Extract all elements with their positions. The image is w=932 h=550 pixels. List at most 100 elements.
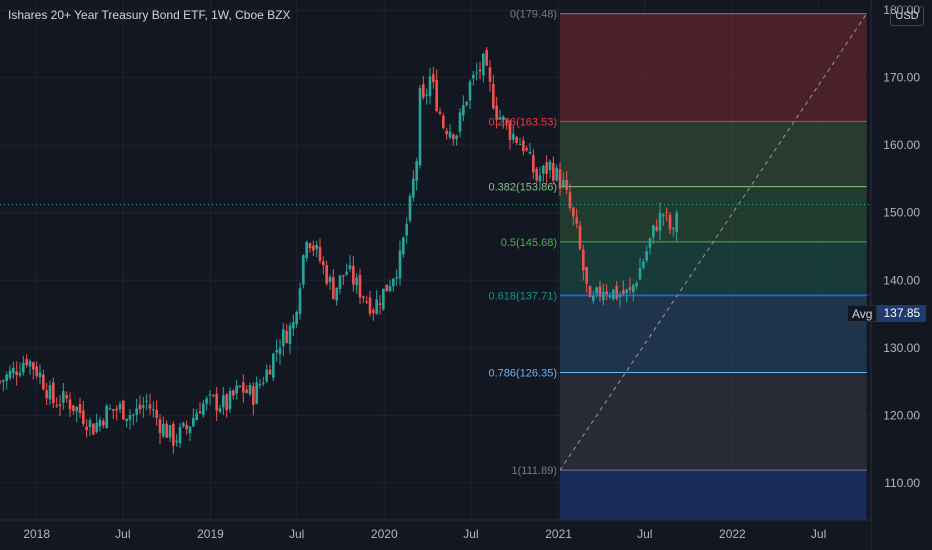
candle-body bbox=[592, 295, 595, 301]
fib-zone bbox=[560, 295, 867, 373]
candle-body bbox=[95, 422, 98, 432]
candle-body bbox=[138, 404, 142, 410]
candle-body bbox=[572, 207, 575, 217]
candle-body bbox=[252, 386, 255, 405]
candle-body bbox=[248, 384, 252, 395]
candle-body bbox=[205, 398, 208, 404]
candle-body bbox=[302, 255, 305, 285]
candle-body bbox=[492, 83, 495, 109]
fib-level-label: 1(111.89) bbox=[512, 465, 557, 477]
candle-body bbox=[498, 117, 502, 120]
candle-body bbox=[358, 274, 362, 298]
candle-body bbox=[568, 192, 572, 208]
candle-body bbox=[512, 133, 515, 140]
candle-body bbox=[455, 135, 458, 140]
candle-body bbox=[642, 261, 645, 268]
fibonacci-retracement[interactable]: 0(179.48)0.236(163.53)0.382(153.86)0.5(1… bbox=[489, 9, 868, 520]
candle-body bbox=[278, 348, 282, 355]
candle-body bbox=[385, 284, 388, 292]
y-tick-label: 150.00 bbox=[883, 206, 920, 220]
x-tick-label: 2018 bbox=[23, 527, 50, 541]
candle-body bbox=[368, 297, 372, 314]
candle-body bbox=[345, 271, 348, 275]
avg-price-label: Avg bbox=[847, 305, 878, 322]
candle-body bbox=[462, 105, 465, 116]
time-axis[interactable] bbox=[0, 520, 871, 550]
candle-body bbox=[52, 382, 55, 404]
fib-zone bbox=[560, 241, 867, 296]
candle-body bbox=[262, 382, 265, 384]
candle-body bbox=[112, 409, 115, 411]
x-tick-label: 2021 bbox=[545, 527, 572, 541]
candle-body bbox=[322, 261, 325, 266]
candle-body bbox=[298, 288, 302, 314]
candle-body bbox=[295, 311, 298, 325]
y-tick-label: 120.00 bbox=[883, 408, 920, 422]
candle-body bbox=[208, 394, 212, 396]
candle-body bbox=[362, 296, 365, 298]
candle-body bbox=[388, 286, 392, 291]
candle-body bbox=[148, 404, 152, 409]
candle-body bbox=[658, 212, 662, 231]
candle-body bbox=[528, 151, 532, 154]
candle-body bbox=[602, 291, 605, 301]
candle-body bbox=[535, 168, 538, 181]
candle-body bbox=[32, 362, 35, 370]
currency-button[interactable]: USD bbox=[890, 6, 924, 26]
candle-body bbox=[655, 226, 658, 231]
candle-body bbox=[608, 296, 612, 298]
candle-body bbox=[522, 140, 525, 152]
candle-body bbox=[182, 422, 185, 427]
candle-body bbox=[588, 286, 592, 298]
candle-body bbox=[515, 136, 518, 143]
candle-body bbox=[612, 289, 615, 300]
candle-body bbox=[25, 359, 28, 366]
candle-body bbox=[578, 225, 582, 249]
candle-body bbox=[438, 111, 442, 114]
x-tick-label: 2019 bbox=[197, 527, 224, 541]
price-axis[interactable] bbox=[871, 0, 932, 550]
candle-body bbox=[15, 371, 18, 376]
x-tick-label: Jul bbox=[811, 527, 826, 541]
candle-body bbox=[382, 288, 385, 310]
candle-body bbox=[552, 162, 555, 181]
avg-price-value: 137.85 bbox=[877, 305, 927, 322]
fib-level-label: 0.236(163.53) bbox=[489, 116, 558, 128]
candle-body bbox=[632, 284, 635, 293]
candle-body bbox=[408, 195, 412, 221]
candle-body bbox=[672, 228, 675, 230]
candle-body bbox=[235, 385, 238, 394]
fib-trend-line[interactable] bbox=[559, 13, 868, 471]
candle-body bbox=[215, 393, 218, 411]
candle-body bbox=[442, 115, 445, 128]
candle-body bbox=[312, 245, 315, 251]
candle-body bbox=[82, 410, 85, 424]
y-tick-label: 140.00 bbox=[883, 273, 920, 287]
candle-body bbox=[422, 84, 425, 98]
candle-body bbox=[115, 408, 118, 411]
candle-body bbox=[482, 53, 485, 76]
candle-body bbox=[402, 237, 405, 255]
candle-body bbox=[338, 275, 342, 289]
candle-body bbox=[185, 424, 188, 430]
candle-body bbox=[325, 265, 328, 284]
y-tick-label: 130.00 bbox=[883, 341, 920, 355]
candle-body bbox=[218, 408, 222, 412]
candle-body bbox=[318, 246, 322, 261]
candle-body bbox=[398, 250, 402, 279]
candle-body bbox=[105, 405, 108, 429]
candle-body bbox=[468, 81, 472, 101]
candle-body bbox=[132, 414, 135, 416]
candle-body bbox=[42, 374, 45, 390]
candle-body bbox=[595, 287, 598, 294]
candle-body bbox=[58, 404, 62, 406]
candle-body bbox=[175, 440, 178, 443]
candle-body bbox=[458, 112, 462, 132]
candle-body bbox=[172, 423, 175, 446]
candle-body bbox=[135, 408, 138, 415]
candle-body bbox=[158, 419, 162, 434]
fib-zone bbox=[560, 121, 867, 187]
candle-body bbox=[328, 276, 332, 283]
candle-body bbox=[238, 385, 242, 387]
